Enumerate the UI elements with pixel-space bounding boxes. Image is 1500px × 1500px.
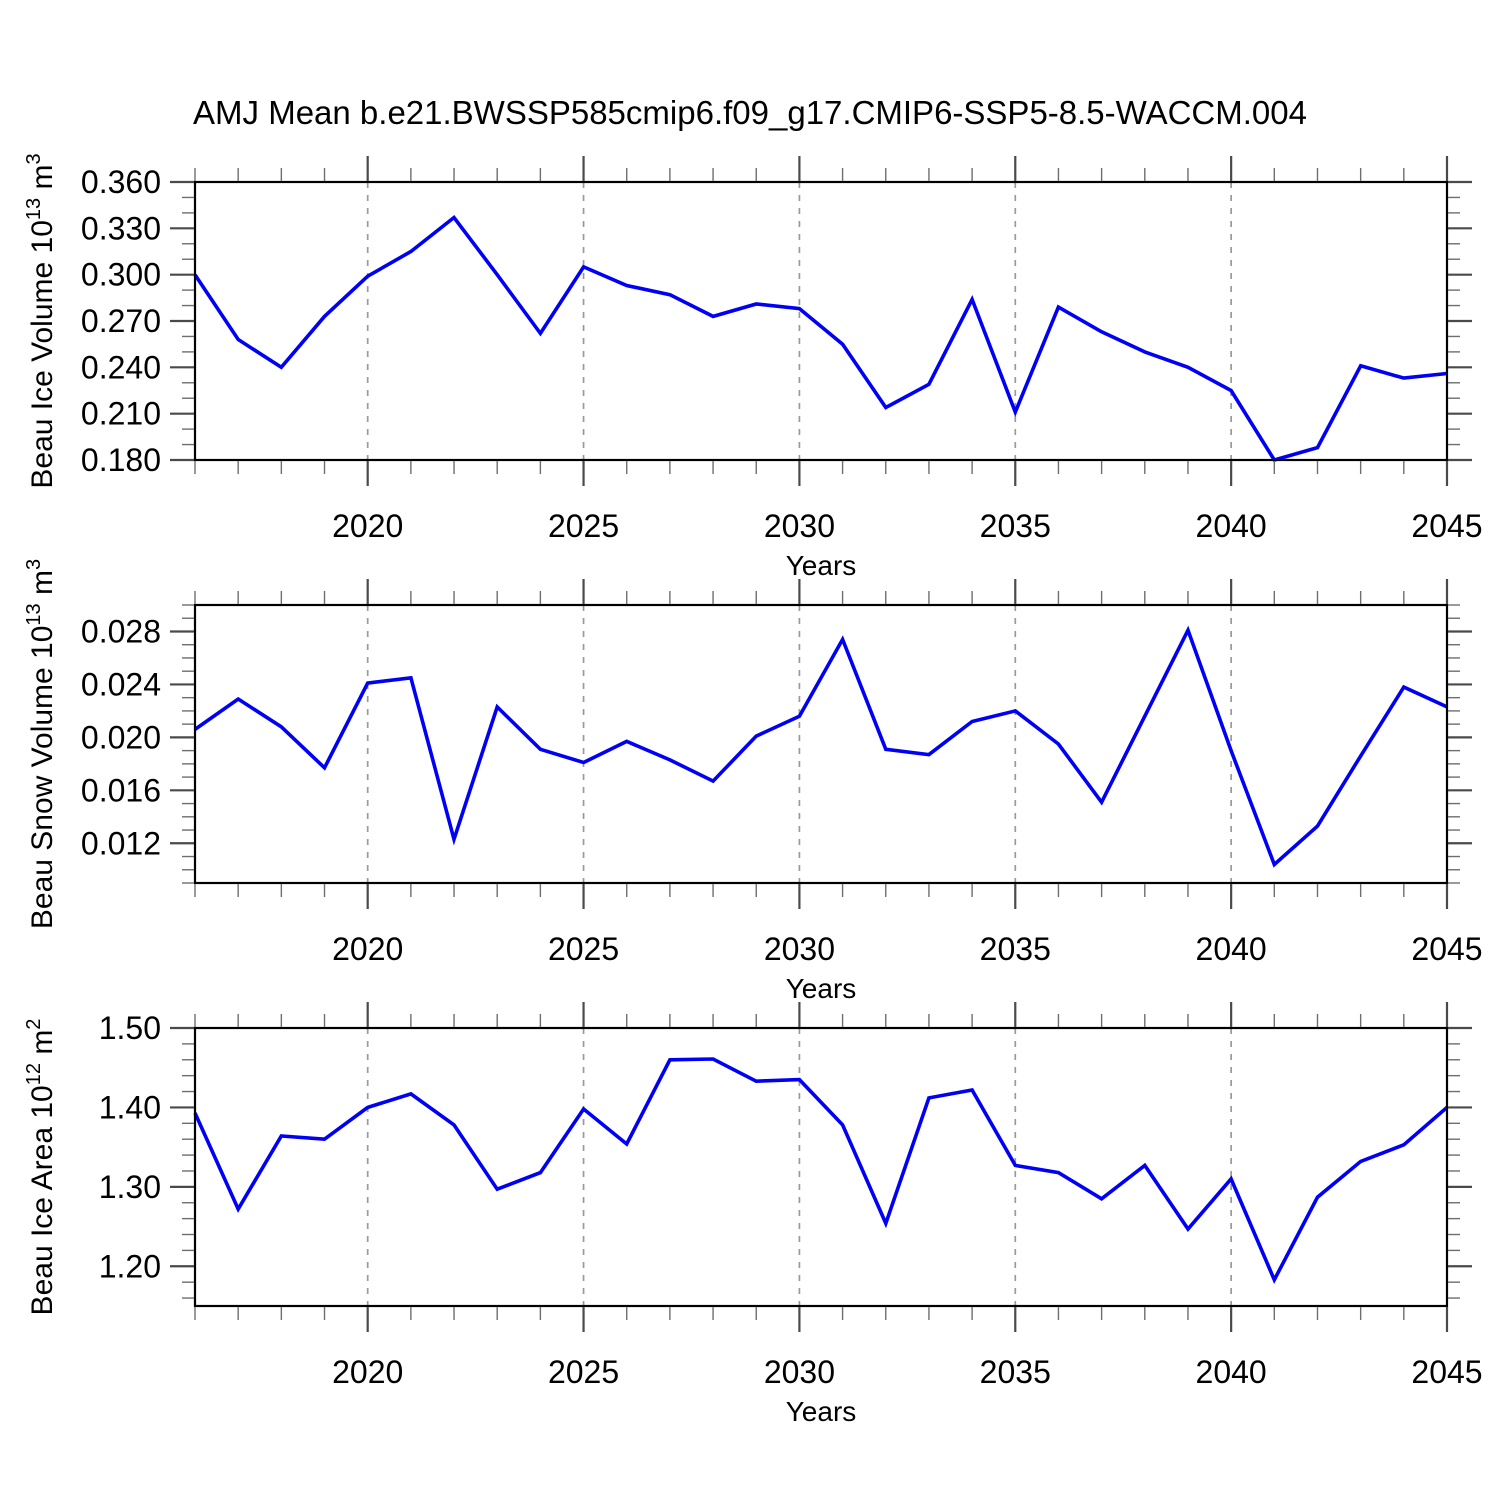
- y-tick-label: 0.012: [81, 825, 161, 861]
- plot-border: [193, 180, 1449, 462]
- plot-border: [193, 1026, 1449, 1308]
- x-tick-label: 2020: [332, 931, 403, 967]
- y-tick-label: 0.300: [81, 257, 161, 293]
- y-axis-title: Beau Snow Volume 1013 m3: [23, 559, 59, 929]
- y-tick-label: 0.020: [81, 719, 161, 755]
- ice-area-panel: 2020 2025 2030 2035 2040 2045 Years 1.20 1.30 1.4…: [23, 1002, 1483, 1427]
- x-tick-label: 2025: [548, 508, 619, 544]
- x-tick-label: 2045: [1411, 1354, 1482, 1390]
- ice-volume-line: [193, 214, 1448, 463]
- y-axis-title: Beau Ice Volume 1013 m3: [23, 153, 59, 488]
- y-tick-label: 1.30: [99, 1169, 161, 1205]
- snow-volume-panel: 2020 2025 2030 2035 2040 2045 Years 0.012 0.016 0…: [23, 559, 1483, 1004]
- y-tick-label: 0.330: [81, 210, 161, 246]
- x-tick-label: 2035: [980, 931, 1051, 967]
- x-tick-label: 2020: [332, 508, 403, 544]
- x-tick-label: 2030: [764, 508, 835, 544]
- x-axis-title: Years: [786, 973, 857, 1004]
- y-tick-label: 1.20: [99, 1248, 161, 1284]
- ice-volume-panel: 2020 2025 2030 2035 2040 2045 Years 0.180 0.210 0…: [23, 153, 1483, 581]
- x-tick-label: 2030: [764, 931, 835, 967]
- x-tick-label: 2045: [1411, 508, 1482, 544]
- x-axis-title: Years: [786, 550, 857, 581]
- y-tick-label: 0.016: [81, 772, 161, 808]
- x-tick-label: 2020: [332, 1354, 403, 1390]
- chart-title: AMJ Mean b.e21.BWSSP585cmip6.f09_g17.CMI…: [193, 94, 1307, 131]
- snow-volume-line: [193, 625, 1448, 868]
- y-tick-label: 0.180: [81, 442, 161, 478]
- y-tick-label: 0.210: [81, 396, 161, 432]
- y-tick-label: 0.024: [81, 666, 161, 702]
- y-tick-label: 0.028: [81, 613, 161, 649]
- x-tick-label: 2040: [1196, 508, 1267, 544]
- y-tick-label: 0.240: [81, 349, 161, 385]
- y-axis-title: Beau Ice Area 1012 m2: [23, 1019, 59, 1316]
- y-tick-label: 1.50: [99, 1010, 161, 1046]
- x-tick-label: 2040: [1196, 931, 1267, 967]
- y-tick-label: 0.360: [81, 164, 161, 200]
- x-tick-label: 2025: [548, 1354, 619, 1390]
- x-tick-label: 2035: [980, 1354, 1051, 1390]
- x-tick-label: 2030: [764, 1354, 835, 1390]
- plot-border: [193, 603, 1449, 885]
- y-tick-label: 1.40: [99, 1089, 161, 1125]
- x-tick-label: 2040: [1196, 1354, 1267, 1390]
- x-tick-label: 2035: [980, 508, 1051, 544]
- y-tick-label: 0.270: [81, 303, 161, 339]
- x-tick-label: 2025: [548, 931, 619, 967]
- x-tick-label: 2045: [1411, 931, 1482, 967]
- ice-area-line: [193, 1057, 1449, 1284]
- x-axis-title: Years: [786, 1396, 857, 1427]
